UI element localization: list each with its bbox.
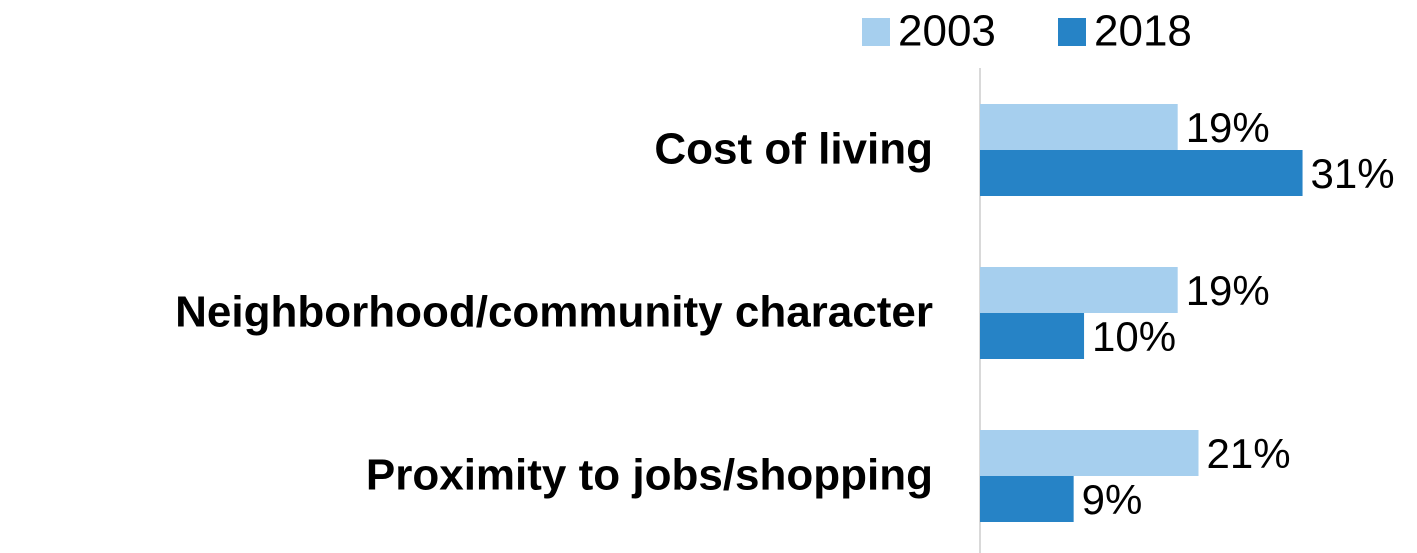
data-label: 31% xyxy=(1311,150,1395,197)
data-label: 19% xyxy=(1186,104,1270,151)
legend-swatch xyxy=(1058,18,1086,46)
data-label: 9% xyxy=(1082,476,1143,523)
bar xyxy=(980,476,1074,522)
data-label: 10% xyxy=(1092,313,1176,360)
y-tick-label: Proximity to jobs/shopping xyxy=(366,451,933,500)
legend-label: 2003 xyxy=(898,7,996,56)
bar xyxy=(980,150,1303,196)
y-tick-label: Cost of living xyxy=(654,125,933,174)
legend-label: 2018 xyxy=(1094,7,1192,56)
bar xyxy=(980,104,1178,150)
data-label: 21% xyxy=(1207,430,1291,477)
bar xyxy=(980,267,1178,313)
legend-swatch xyxy=(862,18,890,46)
bar xyxy=(980,313,1085,359)
bar xyxy=(980,430,1199,476)
y-tick-label: Neighborhood/community character xyxy=(175,288,933,337)
data-label: 19% xyxy=(1186,267,1270,314)
